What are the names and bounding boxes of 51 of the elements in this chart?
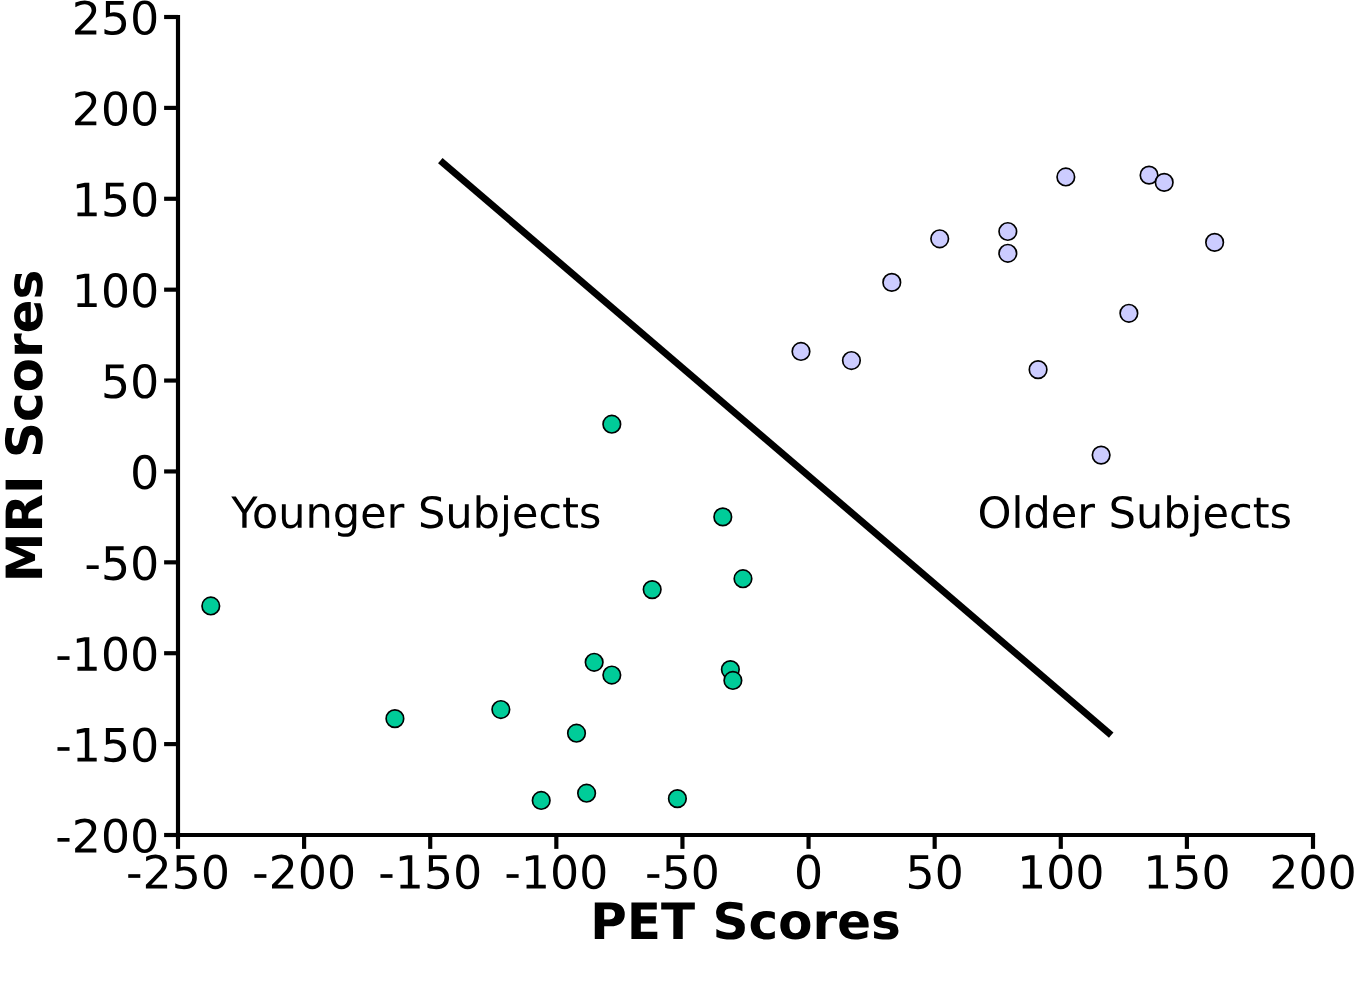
x-tick-label: 0 <box>797 854 821 890</box>
point <box>882 272 902 293</box>
point <box>1119 303 1139 323</box>
point <box>1028 360 1048 380</box>
point <box>1139 165 1159 185</box>
point <box>998 221 1018 242</box>
point <box>841 350 862 371</box>
point <box>584 652 604 672</box>
series-label: Younger Subjects <box>231 495 600 537</box>
point <box>998 243 1018 263</box>
y-tick-label: 200 <box>75 91 157 126</box>
point <box>602 665 622 685</box>
series-label: Older Subjects <box>979 495 1290 537</box>
x-tick-label: -250 <box>128 854 227 890</box>
point <box>1154 172 1174 193</box>
y-axis-title: MRI Scores <box>4 272 43 578</box>
y-tick-label: -150 <box>57 727 157 763</box>
point <box>1091 445 1111 465</box>
point <box>723 670 743 691</box>
point <box>201 596 221 616</box>
point <box>791 341 811 362</box>
point <box>491 699 511 720</box>
y-tick-label: 100 <box>76 273 157 308</box>
point <box>1205 232 1225 253</box>
y-tick-label: 0 <box>133 454 157 490</box>
point <box>566 723 587 743</box>
y-tick-label: 250 <box>75 0 157 36</box>
point <box>602 414 622 434</box>
point <box>1056 167 1076 187</box>
x-tick-label: -50 <box>647 854 717 890</box>
point <box>930 229 950 249</box>
point <box>576 783 597 803</box>
point <box>642 579 662 600</box>
y-tick-label: -50 <box>86 545 157 581</box>
x-tick-label: 150 <box>1148 854 1228 890</box>
x-tick-label: -100 <box>506 854 606 890</box>
x-tick-label: 200 <box>1272 854 1354 890</box>
y-tick-label: -200 <box>57 818 157 854</box>
point <box>385 709 405 729</box>
x-axis-title: PET Scores <box>594 901 899 940</box>
y-tick-label: 150 <box>76 182 157 217</box>
point <box>531 790 551 811</box>
x-tick-label: 100 <box>1022 854 1102 890</box>
point <box>667 789 688 809</box>
y-tick-label: 50 <box>104 363 157 399</box>
x-tick-label: -150 <box>380 854 480 890</box>
y-tick-label: -100 <box>57 636 157 672</box>
x-tick-label: 50 <box>909 854 961 890</box>
x-tick-label: -200 <box>254 854 354 890</box>
point <box>733 569 753 589</box>
point <box>713 507 733 527</box>
